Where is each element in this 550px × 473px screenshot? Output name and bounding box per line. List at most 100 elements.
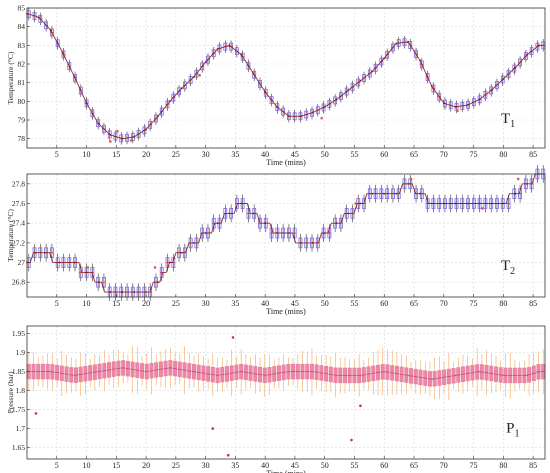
data-point — [490, 89, 493, 92]
x-tick-label: 75 — [470, 461, 478, 470]
plot-frame — [26, 7, 546, 149]
x-tick-label: 35 — [231, 150, 239, 159]
outlier-point — [34, 412, 38, 415]
data-point — [288, 232, 290, 234]
data-point — [168, 100, 171, 103]
x-tick-label: 55 — [350, 299, 358, 308]
x-tick-label: 70 — [440, 150, 448, 159]
outlier-point — [359, 404, 362, 408]
y-tick-label: 27.6 — [12, 199, 25, 208]
x-tick-label: 45 — [291, 461, 299, 470]
data-point — [419, 59, 421, 62]
data-point — [407, 182, 409, 185]
x-tick-label: 10 — [83, 299, 91, 308]
data-point — [335, 222, 338, 225]
x-tick-label: 55 — [350, 150, 358, 159]
x-tick-label: 70 — [440, 461, 448, 470]
grid-lines — [27, 7, 545, 148]
x-tick-label: 60 — [380, 461, 388, 470]
y-tick-label: 83 — [18, 41, 26, 50]
data-point — [454, 202, 457, 205]
data-point — [85, 102, 88, 105]
panel-label: P1 — [506, 420, 519, 439]
data-point — [359, 79, 362, 82]
data-point — [216, 222, 219, 225]
x-tick-label: 30 — [202, 150, 210, 159]
data-point — [145, 370, 147, 373]
y-tick-label: 82 — [18, 60, 26, 69]
data-point — [454, 106, 457, 108]
outlier-point — [211, 427, 215, 430]
data-point — [216, 374, 219, 377]
data-point — [311, 241, 314, 244]
data-point — [49, 29, 52, 32]
data-point — [514, 66, 517, 69]
data-point — [157, 281, 159, 284]
data-point — [192, 76, 195, 78]
data-point — [204, 232, 207, 234]
x-tick-label: 5 — [55, 461, 59, 470]
y-tick-label: 78 — [18, 134, 26, 143]
x-tick-label: 5 — [55, 299, 59, 308]
data-point — [311, 111, 314, 114]
x-tick-label: 30 — [202, 299, 210, 308]
plot-area — [27, 174, 545, 297]
data-point — [240, 202, 243, 205]
x-tick-label: 70 — [440, 299, 448, 308]
x-tick-label: 60 — [380, 150, 388, 159]
data-point — [252, 212, 255, 215]
outlier-point — [129, 139, 133, 142]
x-axis-label: Time (mins) — [266, 158, 306, 167]
y-axis-label: Pressure (bar) — [6, 371, 15, 413]
x-tick-label: 35 — [231, 299, 239, 308]
data-point — [264, 374, 267, 377]
data-point — [73, 261, 76, 264]
data-point — [288, 370, 290, 373]
data-point — [109, 134, 112, 136]
data-point — [264, 91, 267, 93]
data-point — [526, 182, 529, 185]
data-point — [347, 89, 350, 92]
data-point — [478, 202, 481, 205]
grid-lines — [27, 174, 545, 297]
data-point — [252, 72, 255, 75]
data-point — [157, 115, 159, 118]
x-tick-label: 85 — [529, 299, 537, 308]
data-point — [299, 241, 302, 244]
data-point — [276, 106, 278, 108]
data-point — [407, 40, 409, 43]
x-axis-label: Time (mins) — [266, 307, 306, 316]
data-point — [526, 53, 529, 56]
x-tick-label: 15 — [112, 150, 120, 159]
x-tick-label: 10 — [83, 150, 91, 159]
x-tick-label: 45 — [291, 150, 299, 159]
outlier-point — [456, 109, 459, 112]
y-axis-label: Temperature (°C) — [6, 209, 15, 262]
data-point — [228, 212, 231, 215]
panel-label-sub: 2 — [510, 266, 515, 277]
x-tick-label: 65 — [410, 299, 418, 308]
x-tick-label: 20 — [142, 299, 150, 308]
data-point — [335, 374, 338, 377]
x-tick-label: 25 — [172, 299, 180, 308]
data-point — [538, 370, 540, 373]
x-tick-label: 20 — [142, 461, 150, 470]
y-tick-label: 81 — [18, 78, 26, 87]
y-tick-label: 1.85 — [12, 367, 25, 376]
y-tick-label: 27 — [18, 258, 26, 267]
plot-frame — [26, 325, 546, 460]
data-point — [407, 374, 409, 377]
data-point — [466, 104, 469, 106]
data-point — [180, 251, 183, 254]
y-tick-label: 1.7 — [16, 424, 26, 433]
outlier-point — [86, 266, 90, 269]
x-tick-label: 50 — [321, 299, 329, 308]
data-point — [430, 378, 433, 381]
data-point — [490, 202, 493, 205]
x-tick-label: 50 — [321, 150, 329, 159]
y-tick-label: 1.8 — [16, 386, 26, 395]
data-point — [97, 122, 100, 125]
y-tick-label: 27.8 — [12, 179, 25, 188]
data-point — [73, 76, 76, 78]
y-tick-label: 26.8 — [12, 278, 25, 287]
